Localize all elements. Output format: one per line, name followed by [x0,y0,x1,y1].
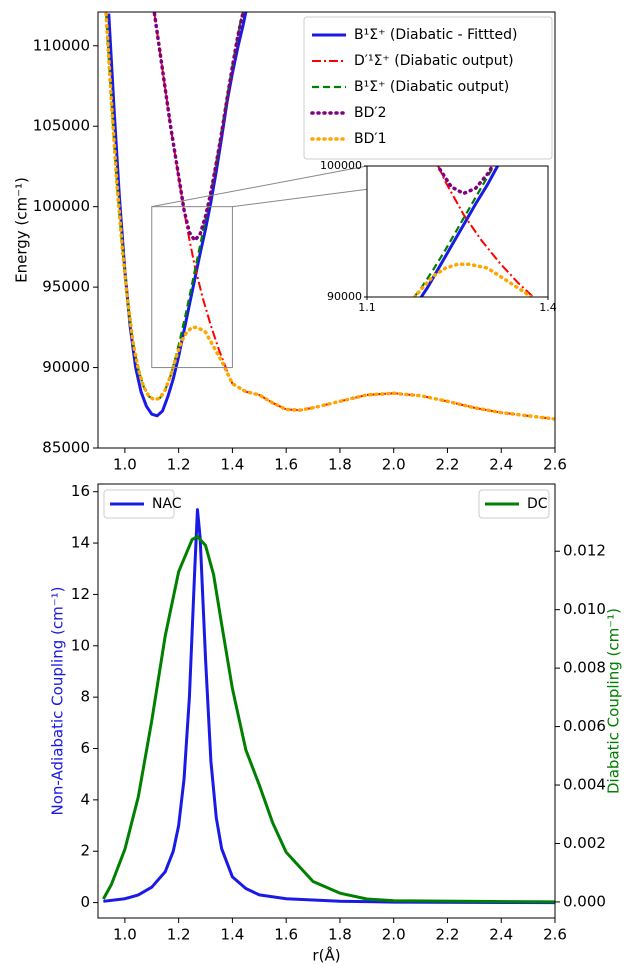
y-tick-label: 14 [71,534,90,552]
inset-frame [366,165,549,298]
axes-frame [97,11,556,449]
x-tick-label: 2.4 [489,456,513,474]
legend-label: D′¹Σ⁺ (Diabatic output) [354,53,514,69]
legend: DC [478,489,550,519]
x-tick-label: 2.0 [382,456,406,474]
zoom-connector [151,165,368,208]
y-tick-label: 6 [80,739,90,757]
x-axis-label: r(Å) [312,946,340,965]
y-tick-label: 2 [80,842,90,860]
line-series [419,166,500,297]
y-tick-label: 90000 [42,358,90,376]
line-series [102,535,555,904]
line-series [412,262,534,297]
y2-tick-label: 0.004 [563,776,606,794]
legend-label: BD′2 [354,105,386,121]
line-series [103,508,555,905]
legend: B¹Σ⁺ (Diabatic - Fittted) D′¹Σ⁺ (Diabatic… [303,16,553,160]
x-tick-label: 1.4 [220,926,244,944]
y2-tick-label: 0.006 [563,717,606,735]
x-tick-label: 1.8 [328,456,352,474]
inset-x-tick-label: 1.1 [358,301,376,314]
y2-tick-label: 0.002 [563,834,606,852]
inset-bg [367,166,548,297]
y-tick-label: 95000 [42,278,90,296]
x-tick-label: 2.2 [436,926,460,944]
y2-tick-label: 0.008 [563,659,606,677]
legend-label: B¹Σ⁺ (Diabatic - Fittted) [354,27,517,43]
y-tick-label: 10 [71,636,90,654]
y-tick-label: 105000 [33,117,90,135]
legend-label: BD′1 [354,131,386,147]
inset-y-tick-label: 90000 [327,290,362,303]
y-tick-label: 12 [71,585,90,603]
y-tick-label: 4 [80,790,90,808]
x-tick-label: 2.4 [489,926,513,944]
legend-box [303,16,553,160]
y2-tick-label: 0.012 [563,542,606,560]
x-tick-label: 1.6 [274,456,298,474]
line-series [104,12,245,401]
x-tick-label: 1.2 [167,926,191,944]
line-series [152,12,245,243]
legend-label: DC [527,496,548,512]
y-tick-label: 85000 [42,439,90,457]
y-tick-label: 100000 [33,197,90,215]
y2-tick-label: 0.000 [563,892,606,910]
y-tick-label: 0 [80,893,90,911]
zoom-box [151,206,233,369]
axes-frame [97,483,556,919]
x-tick-label: 2.0 [382,926,406,944]
x-tick-label: 1.4 [220,456,244,474]
x-tick-label: 1.2 [167,456,191,474]
y-axis-label: Non-Adiabatic Coupling (cm⁻¹) [49,587,67,816]
plot-area [102,508,555,905]
y-tick-label: 16 [71,482,90,500]
y-tick-label: 110000 [33,36,90,54]
y-tick-label: 8 [80,688,90,706]
x-tick-label: 2.6 [543,926,567,944]
plot-area [412,166,535,297]
x-tick-label: 2.2 [436,456,460,474]
legend-label: NAC [152,496,182,512]
x-tick-label: 1.0 [113,456,137,474]
legend: NAC [103,489,182,519]
x-tick-label: 1.6 [274,926,298,944]
y-axis-label: Energy (cm⁻¹) [13,177,31,283]
x-tick-label: 2.6 [543,456,567,474]
plot-area [104,12,555,421]
inset-y-tick-label: 100000 [320,159,362,172]
line-series [437,166,535,297]
y2-axis-label: Diabatic Coupling (cm⁻¹) [605,608,623,794]
y2-tick-label: 0.010 [563,600,606,618]
legend-label: B¹Σ⁺ (Diabatic output) [354,79,509,95]
x-tick-label: 1.0 [113,926,137,944]
line-series [104,12,555,421]
inset-x-tick-label: 1.4 [539,301,557,314]
x-tick-label: 1.8 [328,926,352,944]
